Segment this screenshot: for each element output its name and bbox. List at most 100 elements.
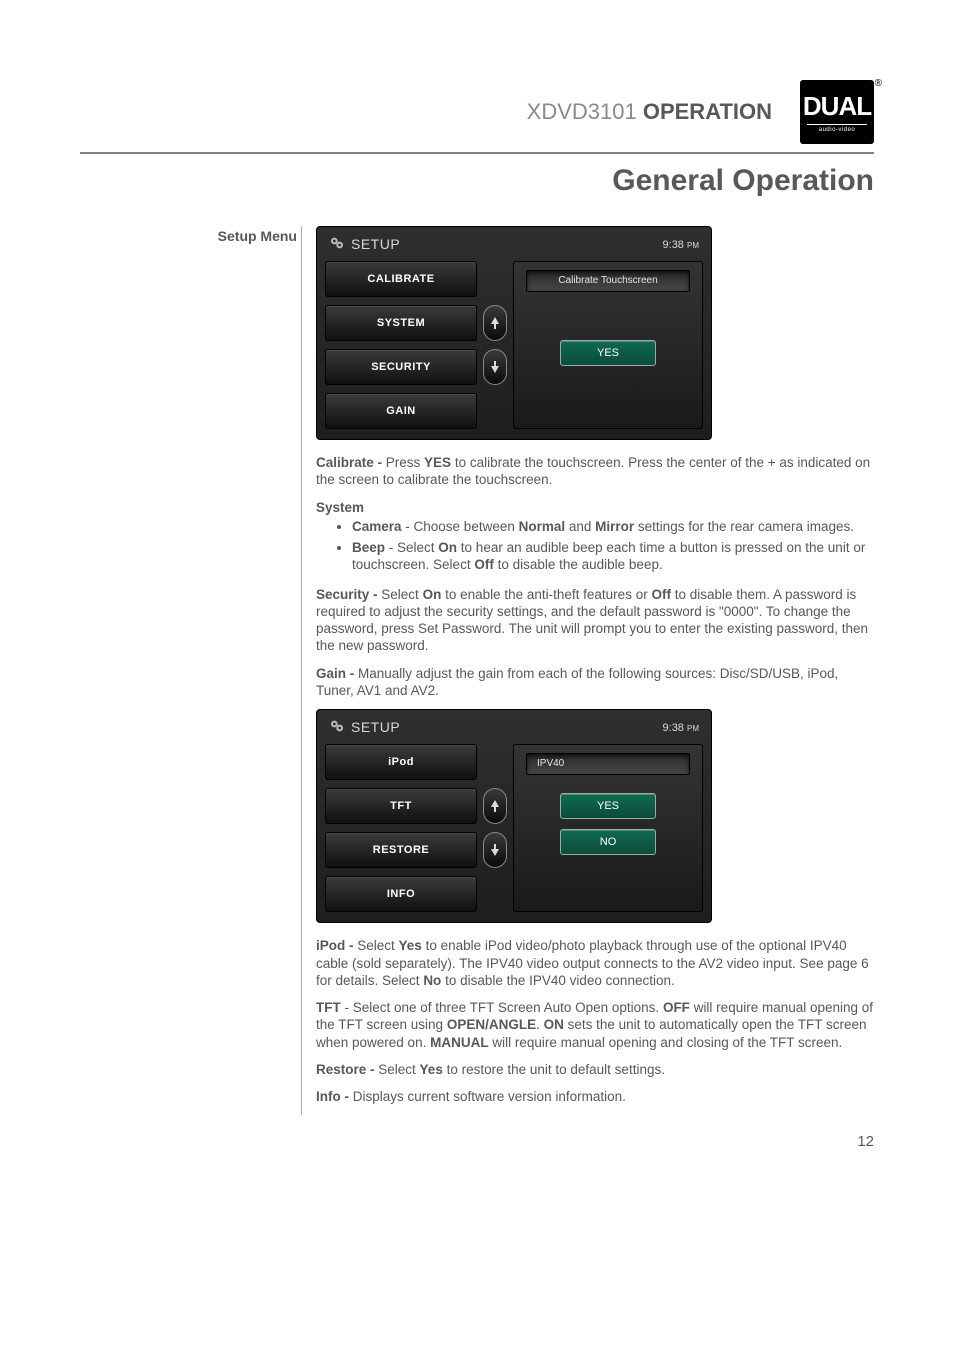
camera-item: Camera - Choose between Normal and Mirro… [352, 518, 874, 535]
t: Select [378, 587, 423, 602]
t: to disable the audible beep. [494, 557, 663, 572]
tft-label: TFT [316, 1000, 341, 1015]
t: to disable the IPV40 video connection. [441, 973, 674, 988]
page-header: XDVD3101 OPERATION ® DUAL audio-video [80, 80, 874, 144]
arrow-down-icon [490, 360, 500, 374]
menu-tft[interactable]: TFT [325, 788, 477, 824]
menu-calibrate[interactable]: CALIBRATE [325, 261, 477, 297]
security-label: Security - [316, 587, 378, 602]
t: Displays current software version inform… [349, 1089, 626, 1104]
yes-word: Yes [399, 938, 422, 953]
setup-screenshot-1: SETUP 9:38 PM CALIBRATE SYSTEM SECURITY … [316, 226, 712, 440]
arrow-up-icon [490, 316, 500, 330]
ui-body: iPod TFT RESTORE INFO [325, 744, 703, 912]
t: Select [354, 938, 399, 953]
ui-clock: 9:38 PM [663, 721, 699, 735]
side-label: Setup Menu [80, 226, 302, 1115]
ipod-paragraph: iPod - Select Yes to enable iPod video/p… [316, 937, 874, 989]
manual-page: XDVD3101 OPERATION ® DUAL audio-video Ge… [0, 0, 954, 1190]
menu-security[interactable]: SECURITY [325, 349, 477, 385]
ui-arrow-column [483, 305, 507, 385]
clock-time: 9:38 [663, 239, 684, 251]
ui-right-panel: IPV40 YES NO [513, 744, 703, 912]
yes-button[interactable]: YES [560, 340, 656, 366]
calibrate-paragraph: Calibrate - Press YES to calibrate the t… [316, 454, 874, 489]
no-word: No [423, 973, 441, 988]
openangle-word: OPEN/ANGLE [447, 1017, 536, 1032]
setup-screenshot-2: SETUP 9:38 PM iPod TFT RESTORE INFO [316, 709, 712, 923]
ui-body: CALIBRATE SYSTEM SECURITY GAIN [325, 261, 703, 429]
ui-arrow-column [483, 788, 507, 868]
t: Select [375, 1062, 420, 1077]
gain-paragraph: Gain - Manually adjust the gain from eac… [316, 665, 874, 700]
panel-label: Calibrate Touchscreen [526, 270, 690, 292]
ui-menu-list: CALIBRATE SYSTEM SECURITY GAIN [325, 261, 477, 429]
ui-title: SETUP [351, 236, 400, 254]
logo-subtext: audio-video [807, 124, 867, 133]
section-title: General Operation [80, 164, 874, 198]
spacer [526, 306, 690, 326]
t: and [565, 519, 595, 534]
camera-label: Camera [352, 519, 402, 534]
info-paragraph: Info - Displays current software version… [316, 1088, 874, 1105]
beep-item: Beep - Select On to hear an audible beep… [352, 539, 874, 574]
info-label: Info - [316, 1089, 349, 1104]
yes-button[interactable]: YES [560, 793, 656, 819]
off-word: OFF [663, 1000, 690, 1015]
clock-ampm: PM [687, 724, 699, 733]
t: Manually adjust the gain from each of th… [316, 666, 838, 698]
ui-right-panel: Calibrate Touchscreen YES [513, 261, 703, 429]
arrow-up-icon [490, 799, 500, 813]
model-number: XDVD3101 [527, 99, 637, 124]
clock-time: 9:38 [663, 722, 684, 734]
normal-word: Normal [519, 519, 566, 534]
menu-gain[interactable]: GAIN [325, 393, 477, 429]
ui-clock: 9:38 PM [663, 238, 699, 252]
no-button[interactable]: NO [560, 829, 656, 855]
tft-paragraph: TFT - Select one of three TFT Screen Aut… [316, 999, 874, 1051]
arrow-up-button[interactable] [483, 788, 507, 824]
model-title: XDVD3101 OPERATION [527, 99, 772, 125]
on-word: On [438, 540, 457, 555]
logo-text: DUAL [803, 91, 871, 122]
header-rule [80, 152, 874, 154]
manual-word: MANUAL [430, 1035, 489, 1050]
mirror-word: Mirror [595, 519, 634, 534]
beep-label: Beep [352, 540, 385, 555]
on-word: On [423, 587, 442, 602]
clock-ampm: PM [687, 241, 699, 250]
off-word: Off [474, 557, 494, 572]
system-list: Camera - Choose between Normal and Mirro… [316, 518, 874, 574]
t: to enable the anti-theft features or [441, 587, 651, 602]
arrow-down-button[interactable] [483, 349, 507, 385]
ui-title: SETUP [351, 719, 400, 737]
t: will require manual opening and closing … [489, 1035, 843, 1050]
restore-label: Restore - [316, 1062, 375, 1077]
main-column: SETUP 9:38 PM CALIBRATE SYSTEM SECURITY … [316, 226, 874, 1115]
menu-ipod[interactable]: iPod [325, 744, 477, 780]
system-block: System Camera - Choose between Normal an… [316, 499, 874, 574]
gain-label: Gain - [316, 666, 354, 681]
menu-restore[interactable]: RESTORE [325, 832, 477, 868]
menu-info[interactable]: INFO [325, 876, 477, 912]
arrow-down-button[interactable] [483, 832, 507, 868]
t: . [536, 1017, 544, 1032]
calibrate-label: Calibrate - [316, 455, 382, 470]
gear-icon [329, 718, 345, 738]
arrow-up-button[interactable] [483, 305, 507, 341]
t: - Select one of three TFT Screen Auto Op… [341, 1000, 663, 1015]
t: to restore the unit to default settings. [443, 1062, 665, 1077]
security-paragraph: Security - Select On to enable the anti-… [316, 586, 874, 655]
ui-menu-list: iPod TFT RESTORE INFO [325, 744, 477, 912]
gear-icon [329, 235, 345, 255]
ipod-label: iPod - [316, 938, 354, 953]
arrow-down-icon [490, 843, 500, 857]
action-column: YES NO [526, 793, 690, 855]
action-row: YES [526, 340, 690, 366]
ui-topbar: SETUP 9:38 PM [325, 716, 703, 744]
dual-logo: ® DUAL audio-video [800, 80, 874, 144]
operation-word: OPERATION [643, 99, 772, 124]
registered-mark: ® [875, 78, 882, 89]
t: settings for the rear camera images. [634, 519, 854, 534]
menu-system[interactable]: SYSTEM [325, 305, 477, 341]
